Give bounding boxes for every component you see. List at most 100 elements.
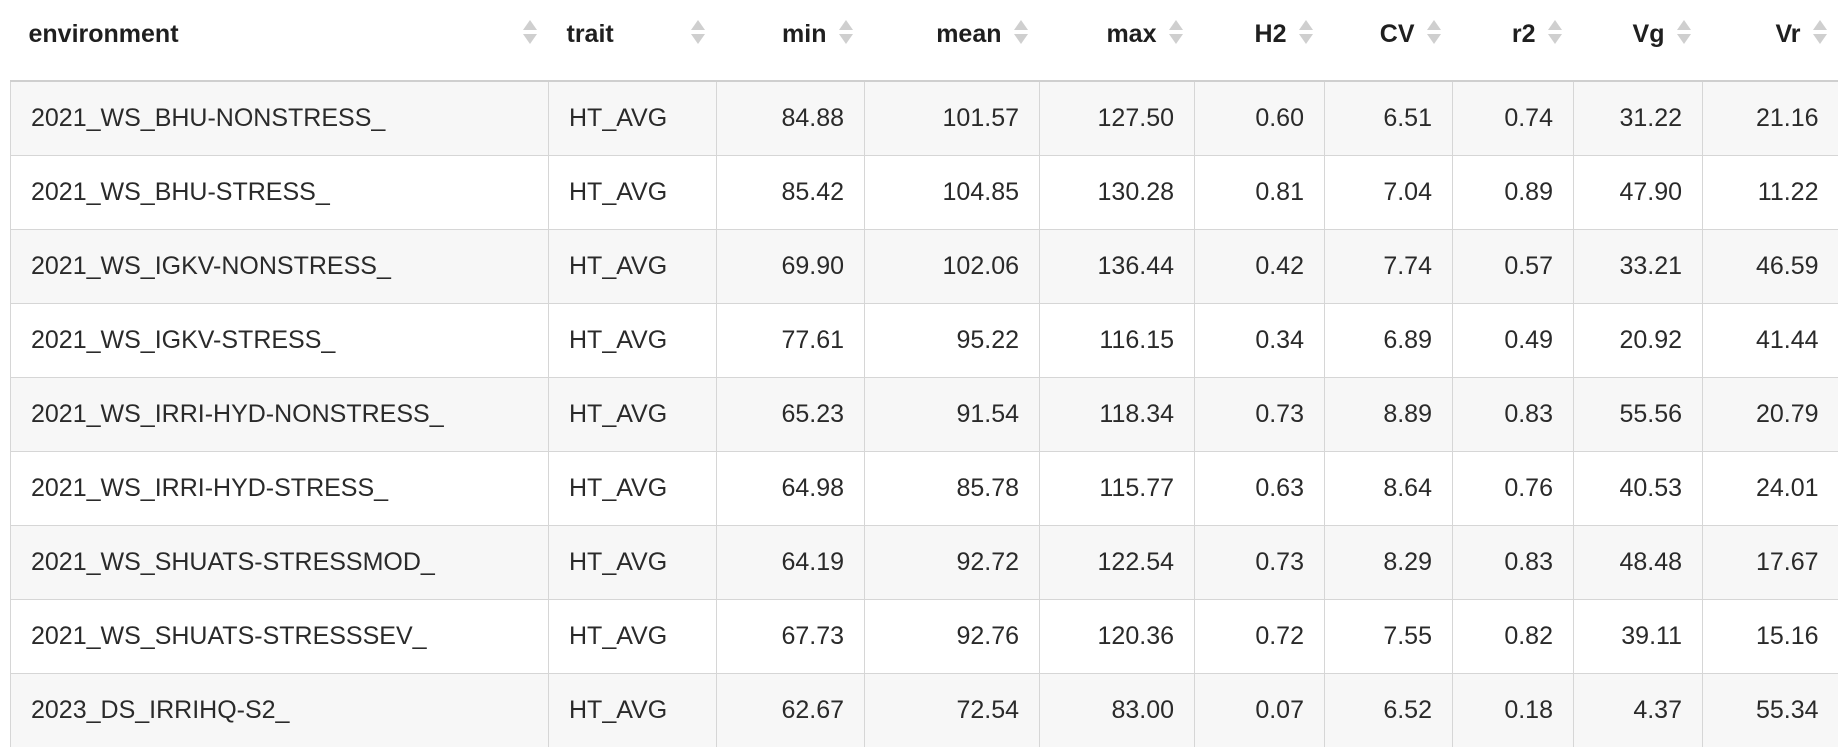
cell-r2: 0.57 xyxy=(1453,230,1574,304)
cell-vg: 20.92 xyxy=(1574,304,1703,378)
sort-arrows-icon[interactable] xyxy=(523,12,537,52)
column-header-vr[interactable]: Vr xyxy=(1703,0,1838,81)
cell-h2: 0.60 xyxy=(1195,81,1325,156)
column-header-vg[interactable]: Vg xyxy=(1574,0,1703,81)
cell-r2: 0.83 xyxy=(1453,526,1574,600)
column-header-cv[interactable]: CV xyxy=(1325,0,1453,81)
cell-vr: 41.44 xyxy=(1703,304,1838,378)
sort-descending-icon xyxy=(839,34,853,44)
sort-descending-icon xyxy=(691,34,705,44)
cell-min: 84.88 xyxy=(717,81,865,156)
sort-arrows-icon[interactable] xyxy=(1813,12,1827,52)
sort-descending-icon xyxy=(1677,34,1691,44)
cell-h2: 0.63 xyxy=(1195,452,1325,526)
column-header-mean[interactable]: mean xyxy=(865,0,1040,81)
cell-vr: 21.16 xyxy=(1703,81,1838,156)
sort-arrows-icon[interactable] xyxy=(1299,12,1313,52)
sort-arrows-icon[interactable] xyxy=(1169,12,1183,52)
cell-r2: 0.76 xyxy=(1453,452,1574,526)
cell-vg: 55.56 xyxy=(1574,378,1703,452)
sort-arrows-icon[interactable] xyxy=(1548,12,1562,52)
cell-vr: 17.67 xyxy=(1703,526,1838,600)
column-header-label: H2 xyxy=(1255,20,1287,48)
cell-max: 120.36 xyxy=(1040,600,1195,674)
cell-vg: 4.37 xyxy=(1574,674,1703,747)
cell-vg: 48.48 xyxy=(1574,526,1703,600)
cell-r2: 0.74 xyxy=(1453,81,1574,156)
sort-arrows-icon[interactable] xyxy=(1427,12,1441,52)
column-header-max[interactable]: max xyxy=(1040,0,1195,81)
sort-ascending-icon xyxy=(1677,20,1691,30)
cell-r2: 0.18 xyxy=(1453,674,1574,747)
cell-cv: 8.89 xyxy=(1325,378,1453,452)
cell-min: 67.73 xyxy=(717,600,865,674)
cell-h2: 0.07 xyxy=(1195,674,1325,747)
cell-cv: 7.74 xyxy=(1325,230,1453,304)
cell-vr: 46.59 xyxy=(1703,230,1838,304)
cell-cv: 8.64 xyxy=(1325,452,1453,526)
sort-descending-icon xyxy=(1014,34,1028,44)
cell-vr: 20.79 xyxy=(1703,378,1838,452)
cell-h2: 0.73 xyxy=(1195,378,1325,452)
column-header-label: CV xyxy=(1380,20,1415,48)
cell-cv: 6.52 xyxy=(1325,674,1453,747)
cell-mean: 92.72 xyxy=(865,526,1040,600)
cell-h2: 0.73 xyxy=(1195,526,1325,600)
cell-trait: HT_AVG xyxy=(549,81,717,156)
sort-arrows-icon[interactable] xyxy=(691,12,705,52)
cell-environment: 2021_WS_IRRI-HYD-STRESS_ xyxy=(11,452,549,526)
cell-min: 64.19 xyxy=(717,526,865,600)
cell-max: 130.28 xyxy=(1040,156,1195,230)
cell-r2: 0.82 xyxy=(1453,600,1574,674)
cell-r2: 0.83 xyxy=(1453,378,1574,452)
sort-arrows-icon[interactable] xyxy=(1677,12,1691,52)
sort-ascending-icon xyxy=(523,20,537,30)
sort-ascending-icon xyxy=(1813,20,1827,30)
cell-min: 65.23 xyxy=(717,378,865,452)
cell-max: 118.34 xyxy=(1040,378,1195,452)
column-header-r2[interactable]: r2 xyxy=(1453,0,1574,81)
cell-h2: 0.34 xyxy=(1195,304,1325,378)
cell-cv: 7.55 xyxy=(1325,600,1453,674)
cell-r2: 0.49 xyxy=(1453,304,1574,378)
cell-trait: HT_AVG xyxy=(549,304,717,378)
cell-trait: HT_AVG xyxy=(549,452,717,526)
column-header-min[interactable]: min xyxy=(717,0,865,81)
sort-descending-icon xyxy=(1548,34,1562,44)
cell-vr: 11.22 xyxy=(1703,156,1838,230)
cell-min: 77.61 xyxy=(717,304,865,378)
column-header-environment[interactable]: environment xyxy=(11,0,549,81)
cell-vg: 33.21 xyxy=(1574,230,1703,304)
sort-ascending-icon xyxy=(839,20,853,30)
sort-descending-icon xyxy=(523,34,537,44)
cell-mean: 95.22 xyxy=(865,304,1040,378)
cell-trait: HT_AVG xyxy=(549,600,717,674)
column-header-h2[interactable]: H2 xyxy=(1195,0,1325,81)
column-header-label: Vg xyxy=(1633,20,1665,48)
cell-max: 136.44 xyxy=(1040,230,1195,304)
cell-environment: 2021_WS_BHU-STRESS_ xyxy=(11,156,549,230)
column-header-label: Vr xyxy=(1775,20,1800,48)
column-header-trait[interactable]: trait xyxy=(549,0,717,81)
cell-mean: 102.06 xyxy=(865,230,1040,304)
sort-descending-icon xyxy=(1299,34,1313,44)
cell-max: 122.54 xyxy=(1040,526,1195,600)
sort-arrows-icon[interactable] xyxy=(1014,12,1028,52)
cell-mean: 92.76 xyxy=(865,600,1040,674)
cell-h2: 0.42 xyxy=(1195,230,1325,304)
sort-arrows-icon[interactable] xyxy=(839,12,853,52)
sort-ascending-icon xyxy=(1299,20,1313,30)
sort-descending-icon xyxy=(1427,34,1441,44)
sort-ascending-icon xyxy=(691,20,705,30)
sort-descending-icon xyxy=(1169,34,1183,44)
